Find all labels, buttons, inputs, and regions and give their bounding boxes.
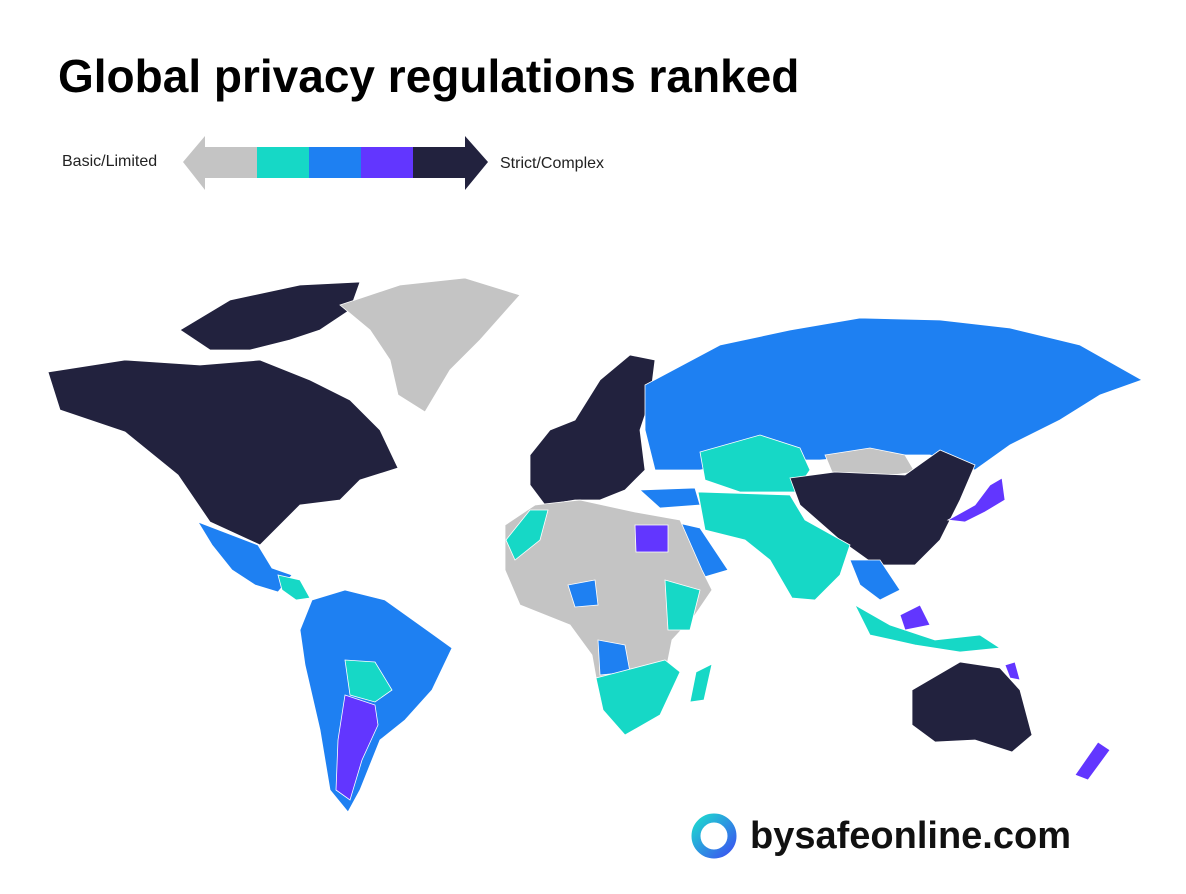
region [505, 509, 549, 561]
legend-swatch [413, 136, 488, 190]
region [946, 477, 1006, 523]
region [179, 281, 361, 351]
legend-swatch [309, 147, 361, 178]
region [47, 359, 399, 546]
legend-max-label: Strict/Complex [500, 155, 604, 172]
region [567, 579, 599, 608]
region [339, 277, 521, 413]
legend-min-label: Basic/Limited [62, 153, 157, 170]
region [664, 579, 701, 631]
region [697, 491, 851, 601]
region [634, 524, 669, 553]
region [335, 694, 379, 801]
legend-swatch [361, 147, 413, 178]
logo-icon [691, 813, 737, 859]
world-map [47, 277, 1143, 813]
region [689, 663, 713, 703]
region [529, 354, 656, 506]
region [197, 521, 293, 593]
region [854, 603, 1002, 653]
legend-swatch [183, 136, 257, 190]
region [344, 659, 393, 703]
region [595, 659, 681, 736]
region [899, 604, 931, 631]
region [911, 661, 1033, 753]
region [638, 487, 701, 509]
region [1074, 741, 1111, 781]
region [277, 574, 311, 601]
region [849, 559, 901, 601]
brand-logo: bysafeonline.com [691, 813, 1071, 859]
title: Global privacy regulations ranked [58, 50, 799, 102]
region [597, 639, 631, 676]
region [1004, 661, 1021, 681]
legend-swatch [257, 147, 309, 178]
brand-name: bysafeonline.com [750, 815, 1071, 857]
legend: Basic/Limited Strict/Complex [62, 136, 604, 190]
